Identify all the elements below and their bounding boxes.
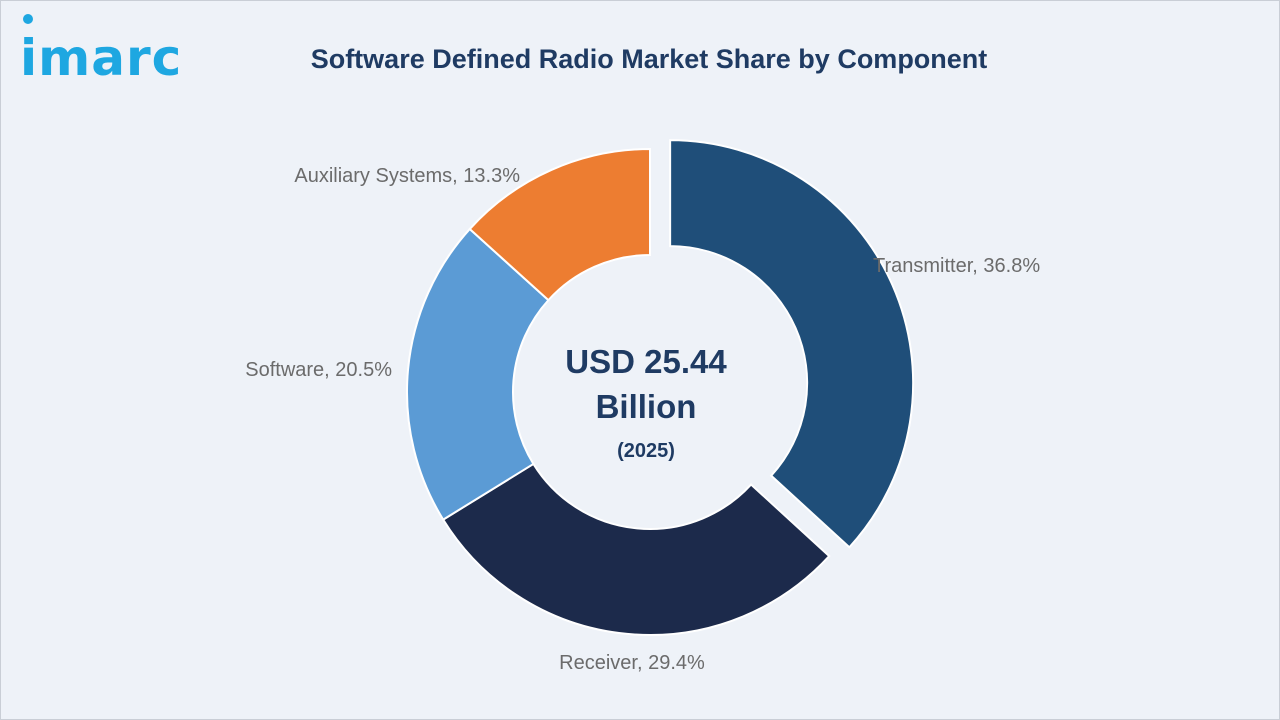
- logo-dot: [23, 14, 33, 24]
- label-transmitter: Transmitter, 36.8%: [873, 255, 1040, 277]
- label-software: Software, 20.5%: [245, 359, 392, 381]
- imarc-logo: imarc: [20, 14, 183, 87]
- slices-group: [406, 139, 915, 636]
- chart-title: Software Defined Radio Market Share by C…: [310, 44, 988, 74]
- logo-text: imarc: [20, 29, 183, 87]
- slice-software: [406, 227, 550, 521]
- slice-auxiliary-systems: [468, 147, 651, 302]
- slice-receiver: [441, 462, 831, 636]
- slice-transmitter: [669, 139, 915, 549]
- label-auxiliary-systems: Auxiliary Systems, 13.3%: [294, 165, 520, 187]
- center-value: USD 25.44: [565, 343, 727, 380]
- labels-group: Transmitter, 36.8% Receiver, 29.4% Softwar…: [245, 165, 1040, 674]
- label-receiver: Receiver, 29.4%: [559, 652, 705, 674]
- center-unit: Billion: [596, 388, 697, 425]
- center-year: (2025): [617, 440, 675, 462]
